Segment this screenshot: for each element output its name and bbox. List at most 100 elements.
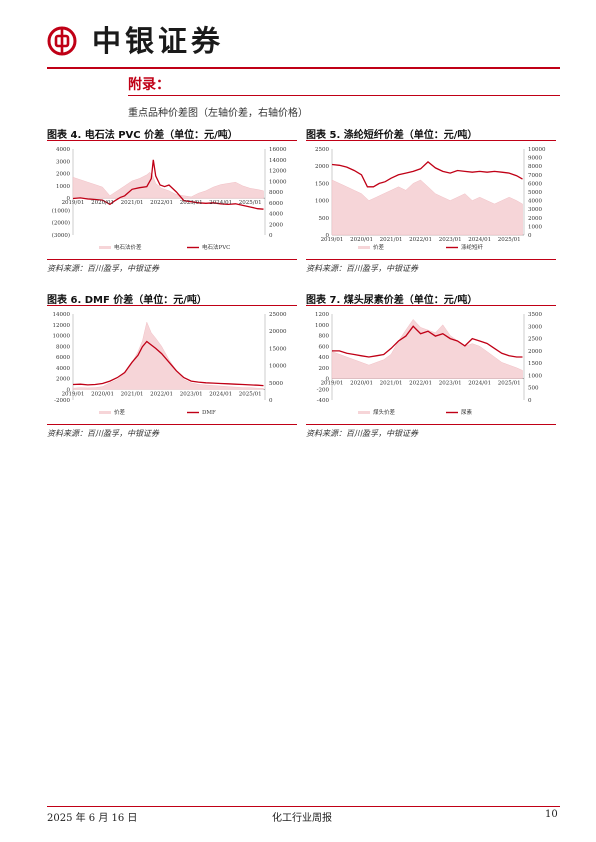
y-right-tick-label: 5000 [269, 381, 283, 387]
y-right-tick-label: 16000 [269, 147, 287, 153]
y-right-tick-label: 2000 [528, 349, 542, 355]
figure-6-source: 资料来源：百川盈孚，中银证券 [47, 429, 159, 438]
y-left-tick-label: 1200 [315, 312, 329, 318]
y-left-tick-label: 0 [326, 233, 330, 239]
y-right-tick-label: 9000 [528, 156, 542, 162]
y-right-tick-label: 10000 [528, 147, 546, 153]
x-tick-label: 2023/01 [180, 391, 203, 397]
footer-page-number: 10 [545, 809, 558, 820]
y-left-tick-label: 8000 [56, 344, 70, 350]
legend-spread-swatch [358, 246, 370, 249]
footer-divider [47, 806, 560, 807]
y-left-tick-label: 0 [67, 387, 71, 393]
y-right-tick-label: 0 [269, 398, 273, 404]
brand-name: 中银证券 [92, 24, 225, 58]
figure-5-source: 资料来源：百川盈孚，中银证券 [306, 264, 418, 273]
x-tick-label: 2024/01 [209, 391, 232, 397]
legend-spread-label: 价差 [373, 243, 385, 251]
legend-spread-swatch [99, 246, 111, 249]
y-right-tick-label: 3000 [528, 324, 542, 330]
y-right-tick-label: 0 [269, 233, 273, 239]
x-tick-label: 2019/01 [321, 237, 344, 243]
price-line-series [332, 325, 523, 358]
figure-7-bottom-rule [306, 424, 556, 426]
y-right-tick-label: 1500 [528, 361, 542, 367]
x-tick-label: 2020/01 [91, 200, 114, 206]
figure-5-title: 图表 5. 涤纶短纤价差（单位：元/吨） [306, 130, 478, 141]
price-line-series [72, 159, 264, 210]
y-left-tick-label: 1000 [315, 323, 329, 329]
legend-spread-swatch [358, 411, 370, 414]
appendix-title: 附录： [128, 77, 170, 93]
y-right-tick-label: 6000 [528, 181, 542, 187]
x-tick-label: 2023/01 [180, 200, 203, 206]
y-right-tick-label: 15000 [269, 346, 287, 352]
x-tick-label: 2022/01 [150, 200, 173, 206]
y-left-tick-label: 500 [319, 216, 330, 222]
y-right-tick-label: 25000 [269, 312, 287, 318]
y-left-tick-label: (1000) [52, 207, 70, 214]
y-right-tick-label: 20000 [269, 329, 287, 335]
x-tick-label: 2024/01 [209, 200, 232, 206]
figure-5-rule [306, 140, 556, 142]
legend-spread-label: 煤头价差 [373, 408, 396, 416]
legend-spread-label: 价差 [114, 408, 126, 416]
x-tick-label: 2024/01 [468, 381, 491, 387]
y-left-tick-label: 200 [319, 366, 330, 372]
x-tick-label: 2019/01 [62, 200, 85, 206]
figure-4-source: 资料来源：百川盈孚，中银证券 [47, 264, 159, 273]
y-left-tick-label: -2000 [54, 398, 70, 404]
footer-report-name: 化工行业周报 [272, 813, 332, 824]
figure-4-rule [47, 140, 297, 142]
appendix-subtitle: 重点品种价差图（左轴价差，右轴价格） [128, 108, 308, 119]
header-divider [47, 67, 560, 69]
y-right-tick-label: 4000 [269, 212, 283, 218]
y-right-tick-label: 8000 [269, 190, 283, 196]
x-tick-label: 2019/01 [321, 381, 344, 387]
y-right-tick-label: 2500 [528, 337, 542, 343]
x-tick-label: 2024/01 [468, 237, 491, 243]
y-left-tick-label: (3000) [52, 232, 70, 239]
y-right-tick-label: 8000 [528, 164, 542, 170]
figure-4-title: 图表 4. 电石法 PVC 价差（单位：元/吨） [47, 130, 238, 141]
y-left-tick-label: 1000 [56, 184, 70, 190]
y-right-tick-label: 0 [528, 398, 532, 404]
x-tick-label: 2025/01 [239, 391, 262, 397]
y-left-tick-label: -400 [317, 398, 330, 404]
y-left-tick-label: 4000 [56, 366, 70, 372]
x-tick-label: 2025/01 [239, 200, 262, 206]
y-left-tick-label: 800 [319, 334, 330, 340]
figure-4-bottom-rule [47, 259, 297, 261]
y-left-tick-label: 2500 [315, 147, 329, 153]
figure-5-bottom-rule [306, 259, 556, 261]
figure-7-rule [306, 305, 556, 307]
x-tick-label: 2025/01 [498, 237, 521, 243]
x-tick-label: 2025/01 [498, 381, 521, 387]
y-left-tick-label: 2000 [56, 172, 70, 178]
y-right-tick-label: 3500 [528, 312, 542, 318]
y-right-tick-label: 0 [528, 233, 532, 239]
chart-dmf: 14000120001000080006000400020000-2000250… [53, 312, 287, 416]
x-tick-label: 2020/01 [91, 391, 114, 397]
legend-price-label: DMF [202, 410, 216, 416]
spread-area-series [72, 321, 264, 390]
x-tick-label: 2020/01 [350, 381, 373, 387]
x-tick-label: 2022/01 [409, 381, 432, 387]
y-left-tick-label: 0 [326, 377, 330, 383]
y-right-tick-label: 2000 [528, 216, 542, 222]
x-tick-label: 2020/01 [350, 237, 373, 243]
y-right-tick-label: 500 [528, 386, 539, 392]
y-left-tick-label: 4000 [56, 147, 70, 153]
y-left-tick-label: 600 [319, 344, 330, 350]
y-left-tick-label: (2000) [52, 220, 70, 227]
appendix-divider [128, 95, 560, 96]
y-left-tick-label: 1500 [315, 181, 329, 187]
figure-6-bottom-rule [47, 424, 297, 426]
footer-date: 2025 年 6 月 16 日 [47, 813, 138, 824]
bank-of-china-logo-icon [47, 26, 77, 56]
figure-7-source: 资料来源：百川盈孚，中银证券 [306, 429, 418, 438]
y-right-tick-label: 5000 [528, 190, 542, 196]
spread-area-series [331, 179, 523, 236]
y-right-tick-label: 2000 [269, 222, 283, 228]
y-left-tick-label: 6000 [56, 355, 70, 361]
